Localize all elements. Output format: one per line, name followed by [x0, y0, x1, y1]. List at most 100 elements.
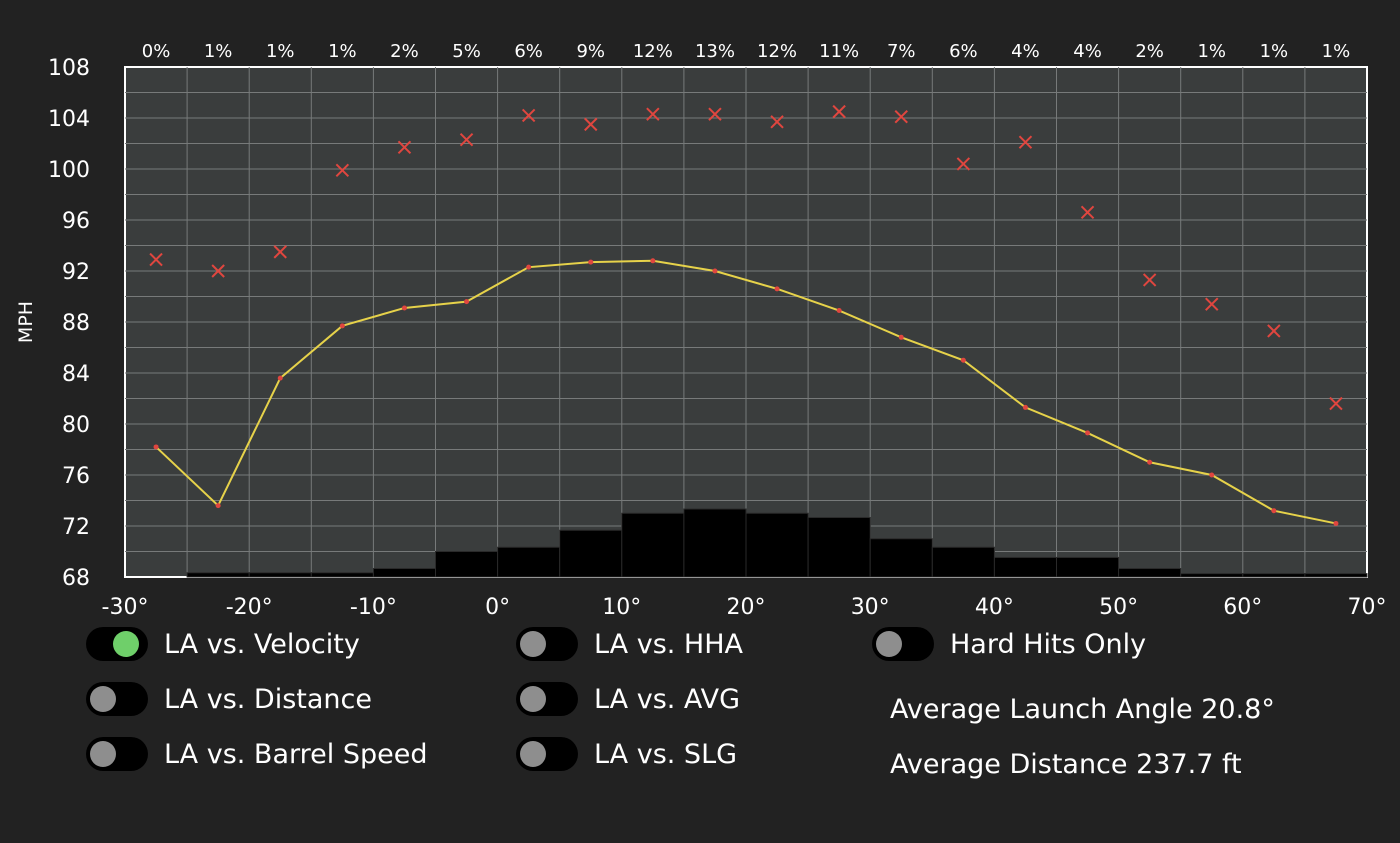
line-point — [774, 286, 780, 292]
histogram-bar — [1304, 573, 1368, 578]
line-point — [401, 305, 407, 311]
toggle-label: LA vs. SLG — [594, 738, 738, 770]
scatter-point — [273, 245, 287, 259]
toggle-label: LA vs. AVG — [594, 683, 741, 715]
percent-label: 11% — [819, 41, 859, 62]
percent-label: 1% — [266, 41, 295, 62]
histogram-bar — [745, 512, 809, 578]
scatter-point — [708, 107, 722, 121]
percent-labels: 0% 1% 1% 1% 2% 5% 6% 9% 12% 13% 12% 11% 7% 6% 4% 4% 2% 1%… — [142, 41, 1350, 62]
histogram-bar — [807, 517, 871, 578]
percent-label: 13% — [695, 41, 735, 62]
x-tick-label: 20° — [727, 595, 766, 620]
toggle-switch[interactable] — [516, 682, 578, 716]
line-point — [836, 308, 842, 314]
line-point — [1271, 508, 1277, 514]
scatter-point — [1080, 205, 1095, 220]
histogram-bar — [1180, 573, 1244, 578]
line-point — [712, 268, 718, 274]
x-tick-label: 60° — [1223, 595, 1262, 620]
scatter-point — [1142, 273, 1157, 287]
toggle-la-velocity[interactable]: LA vs. Velocity — [86, 627, 360, 661]
percent-label: 4% — [1073, 41, 1102, 62]
y-tick-label: 100 — [48, 158, 90, 183]
histogram-bar — [1118, 568, 1182, 578]
line-point — [339, 323, 345, 329]
toggle-label: Hard Hits Only — [950, 628, 1147, 660]
line-point — [1333, 520, 1339, 526]
toggle-la-slg[interactable]: LA vs. SLG — [516, 737, 737, 771]
toggle-switch[interactable] — [86, 682, 148, 716]
y-tick-label: 80 — [62, 413, 90, 438]
series-lines — [155, 259, 1337, 525]
scatter-point — [211, 264, 225, 278]
percent-label: 1% — [204, 41, 233, 62]
histogram-bar — [869, 538, 933, 578]
toggle-knob — [876, 631, 902, 657]
toggle-label: LA vs. Distance — [164, 683, 372, 715]
line-point — [215, 503, 221, 509]
toggle-la-distance[interactable]: LA vs. Distance — [86, 682, 372, 716]
percent-label: 1% — [1322, 41, 1351, 62]
percent-label: 12% — [757, 41, 797, 62]
histogram-bar — [993, 556, 1058, 578]
percent-label: 1% — [1260, 41, 1289, 62]
toggle-knob — [520, 741, 546, 767]
y-tick-label: 68 — [62, 566, 90, 591]
x-tick-label: -10° — [350, 595, 397, 620]
histogram-bar — [372, 568, 436, 578]
percent-label: 12% — [633, 41, 673, 62]
toggle-la-hha[interactable]: LA vs. HHA — [516, 627, 743, 661]
y-tick-label: 76 — [62, 464, 90, 489]
histogram-bar — [497, 546, 561, 578]
toggle-la-avg[interactable]: LA vs. AVG — [516, 682, 740, 716]
percent-label: 2% — [390, 41, 419, 62]
line-point — [526, 264, 532, 270]
x-tick-label: 30° — [851, 595, 890, 620]
percent-label: 1% — [1197, 41, 1226, 62]
y-tick-label: 88 — [62, 311, 90, 336]
percent-label: 9% — [576, 41, 605, 62]
toggle-switch[interactable] — [86, 627, 148, 661]
percent-label: 4% — [1011, 41, 1040, 62]
toggle-switch[interactable] — [872, 627, 934, 661]
histogram-bar — [310, 572, 374, 578]
scatter-point — [646, 107, 660, 121]
x-tick-label: -30° — [102, 595, 149, 620]
scatter-point — [894, 110, 908, 124]
scatter-point — [335, 163, 350, 177]
line-point — [960, 357, 966, 363]
histogram-bar — [559, 529, 623, 578]
percent-label: 7% — [887, 41, 916, 62]
percent-label: 1% — [328, 41, 357, 62]
y-tick-label: 72 — [62, 515, 90, 540]
toggle-hard-hits-only[interactable]: Hard Hits Only — [872, 627, 1146, 661]
toggle-switch[interactable] — [516, 737, 578, 771]
histogram-bar — [683, 508, 747, 578]
scatter-point — [149, 252, 163, 267]
histogram-bar — [931, 546, 995, 578]
scatter-point — [397, 140, 412, 155]
scatter-point — [1205, 297, 1219, 311]
toggle-switch[interactable] — [516, 627, 578, 661]
toggle-la-barrel-speed[interactable]: LA vs. Barrel Speed — [86, 737, 427, 771]
series-markers — [149, 104, 1343, 526]
toggle-label: LA vs. HHA — [594, 628, 744, 660]
toggle-knob — [520, 631, 546, 657]
line-point — [464, 299, 470, 305]
x-tick-label: 40° — [975, 595, 1014, 620]
y-tick-label: 96 — [62, 209, 90, 234]
y-tick-label: 104 — [48, 107, 90, 132]
scatter-point — [1329, 396, 1343, 411]
histogram-bar — [435, 551, 499, 578]
line-point — [1209, 472, 1215, 478]
line-point — [1085, 430, 1091, 436]
toggle-switch[interactable] — [86, 737, 148, 771]
percent-label: 6% — [949, 41, 978, 62]
percent-label: 6% — [514, 41, 543, 62]
line-point — [277, 375, 283, 381]
toggle-label: LA vs. Barrel Speed — [164, 738, 428, 770]
line-point — [898, 334, 904, 340]
toggle-knob — [113, 631, 139, 657]
